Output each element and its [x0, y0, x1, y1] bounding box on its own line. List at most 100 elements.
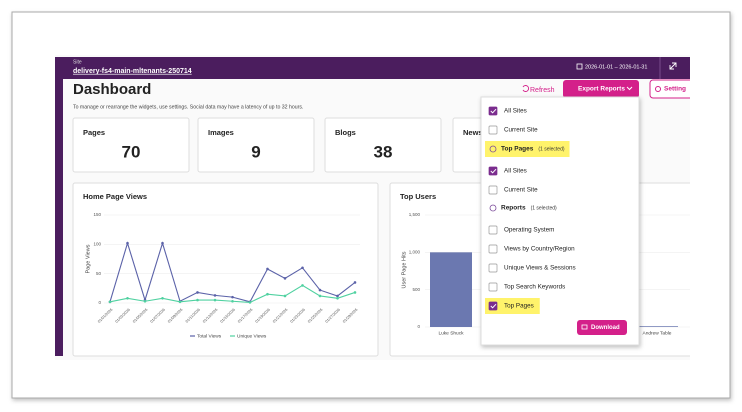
- sidebar: [55, 79, 63, 356]
- option-label[interactable]: Top Search Keywords: [504, 284, 565, 291]
- page-subtitle: To manage or rearrange the widgets, use …: [73, 104, 303, 110]
- x-tick-label: Andrew Table: [643, 330, 672, 336]
- card-value: 38: [374, 142, 393, 161]
- point: [143, 299, 147, 303]
- section-note: (1 selected): [538, 146, 564, 152]
- point: [318, 288, 322, 292]
- check-mark: [490, 108, 497, 114]
- calendar-icon: [576, 63, 583, 70]
- section-label[interactable]: Top Pages: [501, 146, 534, 153]
- y-axis-label: User Page Hits: [401, 251, 407, 288]
- checkbox[interactable]: [488, 106, 498, 116]
- chart-card: [72, 182, 379, 357]
- download-label: Download: [591, 325, 620, 331]
- highlight: [485, 298, 540, 314]
- y-tick-label: 150: [93, 212, 101, 217]
- check-mark: [490, 303, 497, 309]
- y-tick-label: 500: [412, 287, 420, 292]
- settings-button[interactable]: [649, 79, 700, 99]
- point: [231, 299, 234, 303]
- point: [213, 298, 217, 302]
- point: [301, 266, 304, 270]
- point: [178, 300, 182, 304]
- y-axis-label: Page Views: [85, 244, 91, 273]
- bar: [430, 252, 472, 327]
- y-tick-label: 1,500: [409, 212, 421, 217]
- checkbox[interactable]: [488, 301, 498, 311]
- checkbox[interactable]: [488, 263, 498, 273]
- y-tick-label: 1,000: [409, 250, 421, 255]
- point: [126, 297, 129, 300]
- expand-icon: [669, 62, 677, 70]
- stat-card: [324, 117, 442, 173]
- export-button[interactable]: [563, 80, 639, 98]
- section-note: (1 selected): [531, 205, 557, 211]
- option-label[interactable]: Views by Country/Region: [504, 246, 575, 253]
- settings-icon: [655, 86, 661, 92]
- chart-title: Top Users: [400, 192, 436, 201]
- card-value: 9: [251, 142, 260, 161]
- refresh-icon: [522, 85, 529, 92]
- download-icon: [581, 324, 588, 330]
- y-tick-label: 100: [93, 242, 101, 247]
- point: [301, 284, 304, 287]
- point: [108, 300, 112, 304]
- point: [336, 294, 339, 298]
- bar: [636, 326, 678, 327]
- y-tick-label: 0: [417, 324, 420, 329]
- dropdown-menu: All Sites Current Site Top Pages (1 selecte…: [480, 96, 640, 346]
- checkbox[interactable]: [488, 166, 498, 176]
- x-tick-label: Luke Shuck: [438, 330, 464, 336]
- checkbox[interactable]: [488, 185, 498, 195]
- option-label[interactable]: All Sites: [504, 168, 527, 175]
- legend-label: Unique Views: [237, 333, 267, 339]
- point: [283, 294, 287, 298]
- refresh-button[interactable]: Refresh: [530, 87, 555, 94]
- check-mark: [490, 168, 497, 174]
- section-icon: [489, 204, 497, 212]
- export-label: Export Reports: [578, 86, 625, 93]
- download-button[interactable]: [577, 320, 627, 335]
- card-label: Pages: [83, 128, 105, 137]
- top-bar: [55, 57, 690, 79]
- checkbox[interactable]: [488, 282, 498, 292]
- y-tick-label: 50: [96, 271, 102, 276]
- site-label: Site: [73, 59, 82, 65]
- point: [161, 297, 164, 300]
- date-range: 2026-01-01 – 2026-01-31: [585, 64, 647, 70]
- point: [161, 241, 164, 245]
- point: [353, 281, 357, 284]
- section-label[interactable]: Reports: [501, 205, 526, 212]
- settings-label: Setting: [664, 86, 686, 93]
- option-label[interactable]: Operating System: [504, 227, 554, 234]
- checkbox[interactable]: [488, 244, 498, 254]
- point: [231, 295, 234, 299]
- point: [266, 267, 269, 271]
- stat-card: [72, 117, 190, 173]
- site-name: delivery-fs4-main-mltenants-250714: [73, 68, 192, 75]
- point: [336, 297, 339, 300]
- option-label[interactable]: All Sites: [504, 108, 527, 115]
- stat-card: [197, 117, 315, 173]
- card-label: Images: [208, 128, 234, 137]
- point: [126, 241, 129, 245]
- point: [283, 277, 287, 280]
- card-label: News: [463, 128, 483, 137]
- y-tick-label: 0: [98, 300, 101, 305]
- option-label[interactable]: Top Pages: [504, 303, 534, 310]
- chevron: [626, 86, 633, 91]
- point: [318, 294, 322, 298]
- checkbox[interactable]: [488, 125, 498, 135]
- point: [196, 298, 199, 302]
- point: [266, 292, 269, 296]
- card-label: Blogs: [335, 128, 356, 137]
- option-label[interactable]: Current Site: [504, 187, 538, 194]
- section-icon: [489, 145, 497, 153]
- point: [248, 301, 252, 304]
- option-label[interactable]: Unique Views & Sessions: [504, 265, 576, 272]
- checkbox[interactable]: [488, 225, 498, 235]
- option-label[interactable]: Current Site: [504, 127, 538, 134]
- highlight: [485, 141, 570, 157]
